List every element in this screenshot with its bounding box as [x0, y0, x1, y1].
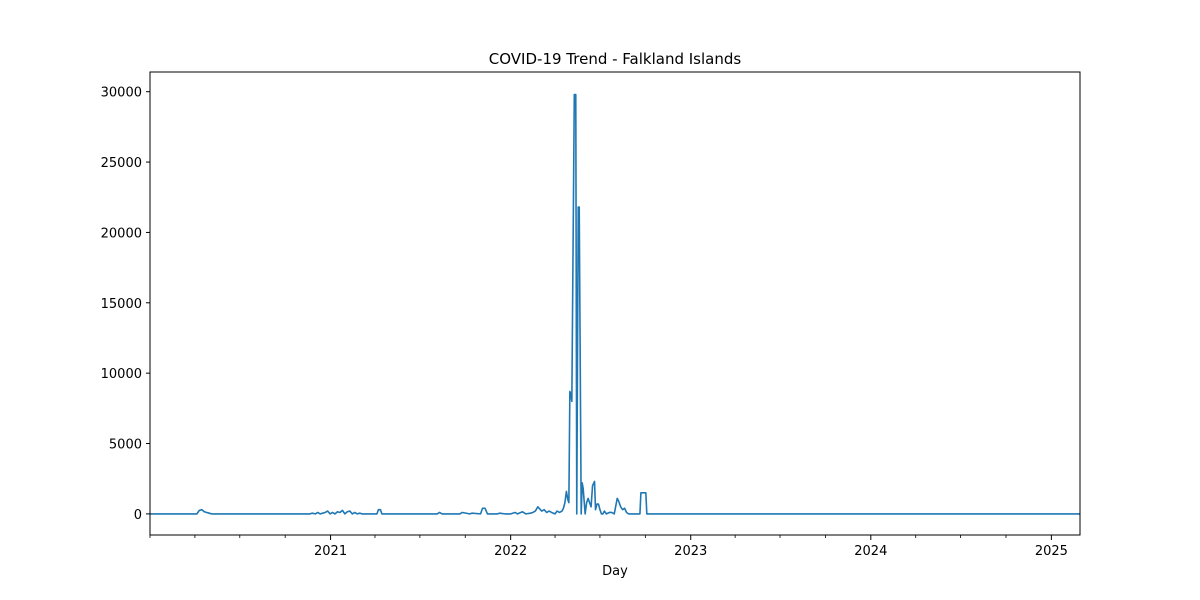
y-tick-label: 5000 — [109, 438, 142, 453]
chart-title: COVID-19 Trend - Falkland Islands — [489, 50, 742, 68]
x-tick-label: 2023 — [674, 544, 707, 559]
y-tick-label: 15000 — [101, 297, 142, 312]
y-tick-label: 10000 — [101, 367, 142, 382]
x-tick-label: 2024 — [854, 544, 887, 559]
x-axis: 2021 2022 2023 2024 2025 — [149, 535, 1068, 559]
y-tick-label: 0 — [134, 508, 142, 523]
x-tick-label: 2025 — [1035, 544, 1068, 559]
y-tick-label: 30000 — [101, 86, 142, 101]
x-tick-label: 2021 — [314, 544, 347, 559]
y-tick-label: 25000 — [101, 156, 142, 171]
y-tick-label: 20000 — [101, 226, 142, 241]
x-axis-label: Day — [602, 564, 628, 579]
y-axis: 0 5000 10000 15000 20000 25000 30000 — [101, 86, 150, 523]
series-line — [150, 93, 1080, 515]
plot-area — [150, 93, 1080, 515]
x-tick-label: 2022 — [494, 544, 527, 559]
plot-frame — [149, 71, 1081, 536]
